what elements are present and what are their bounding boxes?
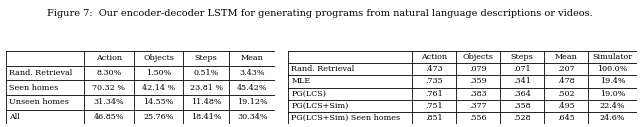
- Text: Action: Action: [96, 54, 122, 62]
- Text: .079: .079: [469, 65, 486, 73]
- Text: 1.50%: 1.50%: [146, 69, 171, 77]
- Text: .364: .364: [513, 90, 531, 98]
- Text: 70.32 %: 70.32 %: [92, 84, 125, 92]
- Text: Rand. Retrieval: Rand. Retrieval: [291, 65, 355, 73]
- Text: PG(LCS+Sim) Seen homes: PG(LCS+Sim) Seen homes: [291, 114, 401, 122]
- Text: 19.12%: 19.12%: [237, 98, 268, 106]
- Text: 45.42%: 45.42%: [237, 84, 268, 92]
- Text: 30.34%: 30.34%: [237, 113, 268, 121]
- Text: 3.43%: 3.43%: [239, 69, 265, 77]
- Text: PG(LCS+Sim): PG(LCS+Sim): [291, 102, 349, 110]
- Text: Mean: Mean: [555, 53, 577, 61]
- Text: 100.0%: 100.0%: [597, 65, 628, 73]
- Text: Simulator: Simulator: [593, 53, 632, 61]
- Text: 42.14 %: 42.14 %: [142, 84, 175, 92]
- Text: 46.85%: 46.85%: [93, 113, 124, 121]
- Text: .761: .761: [425, 90, 443, 98]
- Text: 14.55%: 14.55%: [143, 98, 173, 106]
- Text: .359: .359: [469, 77, 487, 85]
- Text: 18.41%: 18.41%: [191, 113, 221, 121]
- Text: .071: .071: [513, 65, 531, 73]
- Text: .556: .556: [469, 114, 486, 122]
- Text: 24.6%: 24.6%: [600, 114, 625, 122]
- Text: 0.51%: 0.51%: [193, 69, 219, 77]
- Text: 31.34%: 31.34%: [93, 98, 124, 106]
- Text: .735: .735: [425, 77, 442, 85]
- Text: 25.76%: 25.76%: [143, 113, 173, 121]
- Text: .851: .851: [425, 114, 442, 122]
- Text: 22.4%: 22.4%: [600, 102, 625, 110]
- Text: Objects: Objects: [143, 54, 174, 62]
- Text: Unseen homes: Unseen homes: [9, 98, 69, 106]
- Text: .502: .502: [557, 90, 575, 98]
- Text: .751: .751: [425, 102, 442, 110]
- Text: 11.48%: 11.48%: [191, 98, 221, 106]
- Text: Action: Action: [420, 53, 447, 61]
- Text: .473: .473: [425, 65, 443, 73]
- Text: .377: .377: [469, 102, 486, 110]
- Text: Figure 7:  Our encoder-decoder LSTM for generating programs from natural languag: Figure 7: Our encoder-decoder LSTM for g…: [47, 9, 593, 18]
- Text: Rand. Retrieval: Rand. Retrieval: [9, 69, 72, 77]
- Text: .341: .341: [513, 77, 531, 85]
- Text: .383: .383: [469, 90, 487, 98]
- Text: .478: .478: [557, 77, 575, 85]
- Text: .495: .495: [557, 102, 575, 110]
- Text: MLE: MLE: [291, 77, 310, 85]
- Text: .207: .207: [557, 65, 575, 73]
- Text: .358: .358: [513, 102, 531, 110]
- Text: PG(LCS): PG(LCS): [291, 90, 326, 98]
- Text: Mean: Mean: [241, 54, 264, 62]
- Text: Objects: Objects: [463, 53, 493, 61]
- Text: .528: .528: [513, 114, 531, 122]
- Text: All: All: [9, 113, 20, 121]
- Text: 19.4%: 19.4%: [600, 77, 625, 85]
- Text: 19.0%: 19.0%: [600, 90, 625, 98]
- Text: Steps: Steps: [195, 54, 218, 62]
- Text: Steps: Steps: [511, 53, 533, 61]
- Text: .645: .645: [557, 114, 575, 122]
- Text: 8.30%: 8.30%: [96, 69, 122, 77]
- Text: 23.81 %: 23.81 %: [189, 84, 223, 92]
- Text: Seen homes: Seen homes: [9, 84, 58, 92]
